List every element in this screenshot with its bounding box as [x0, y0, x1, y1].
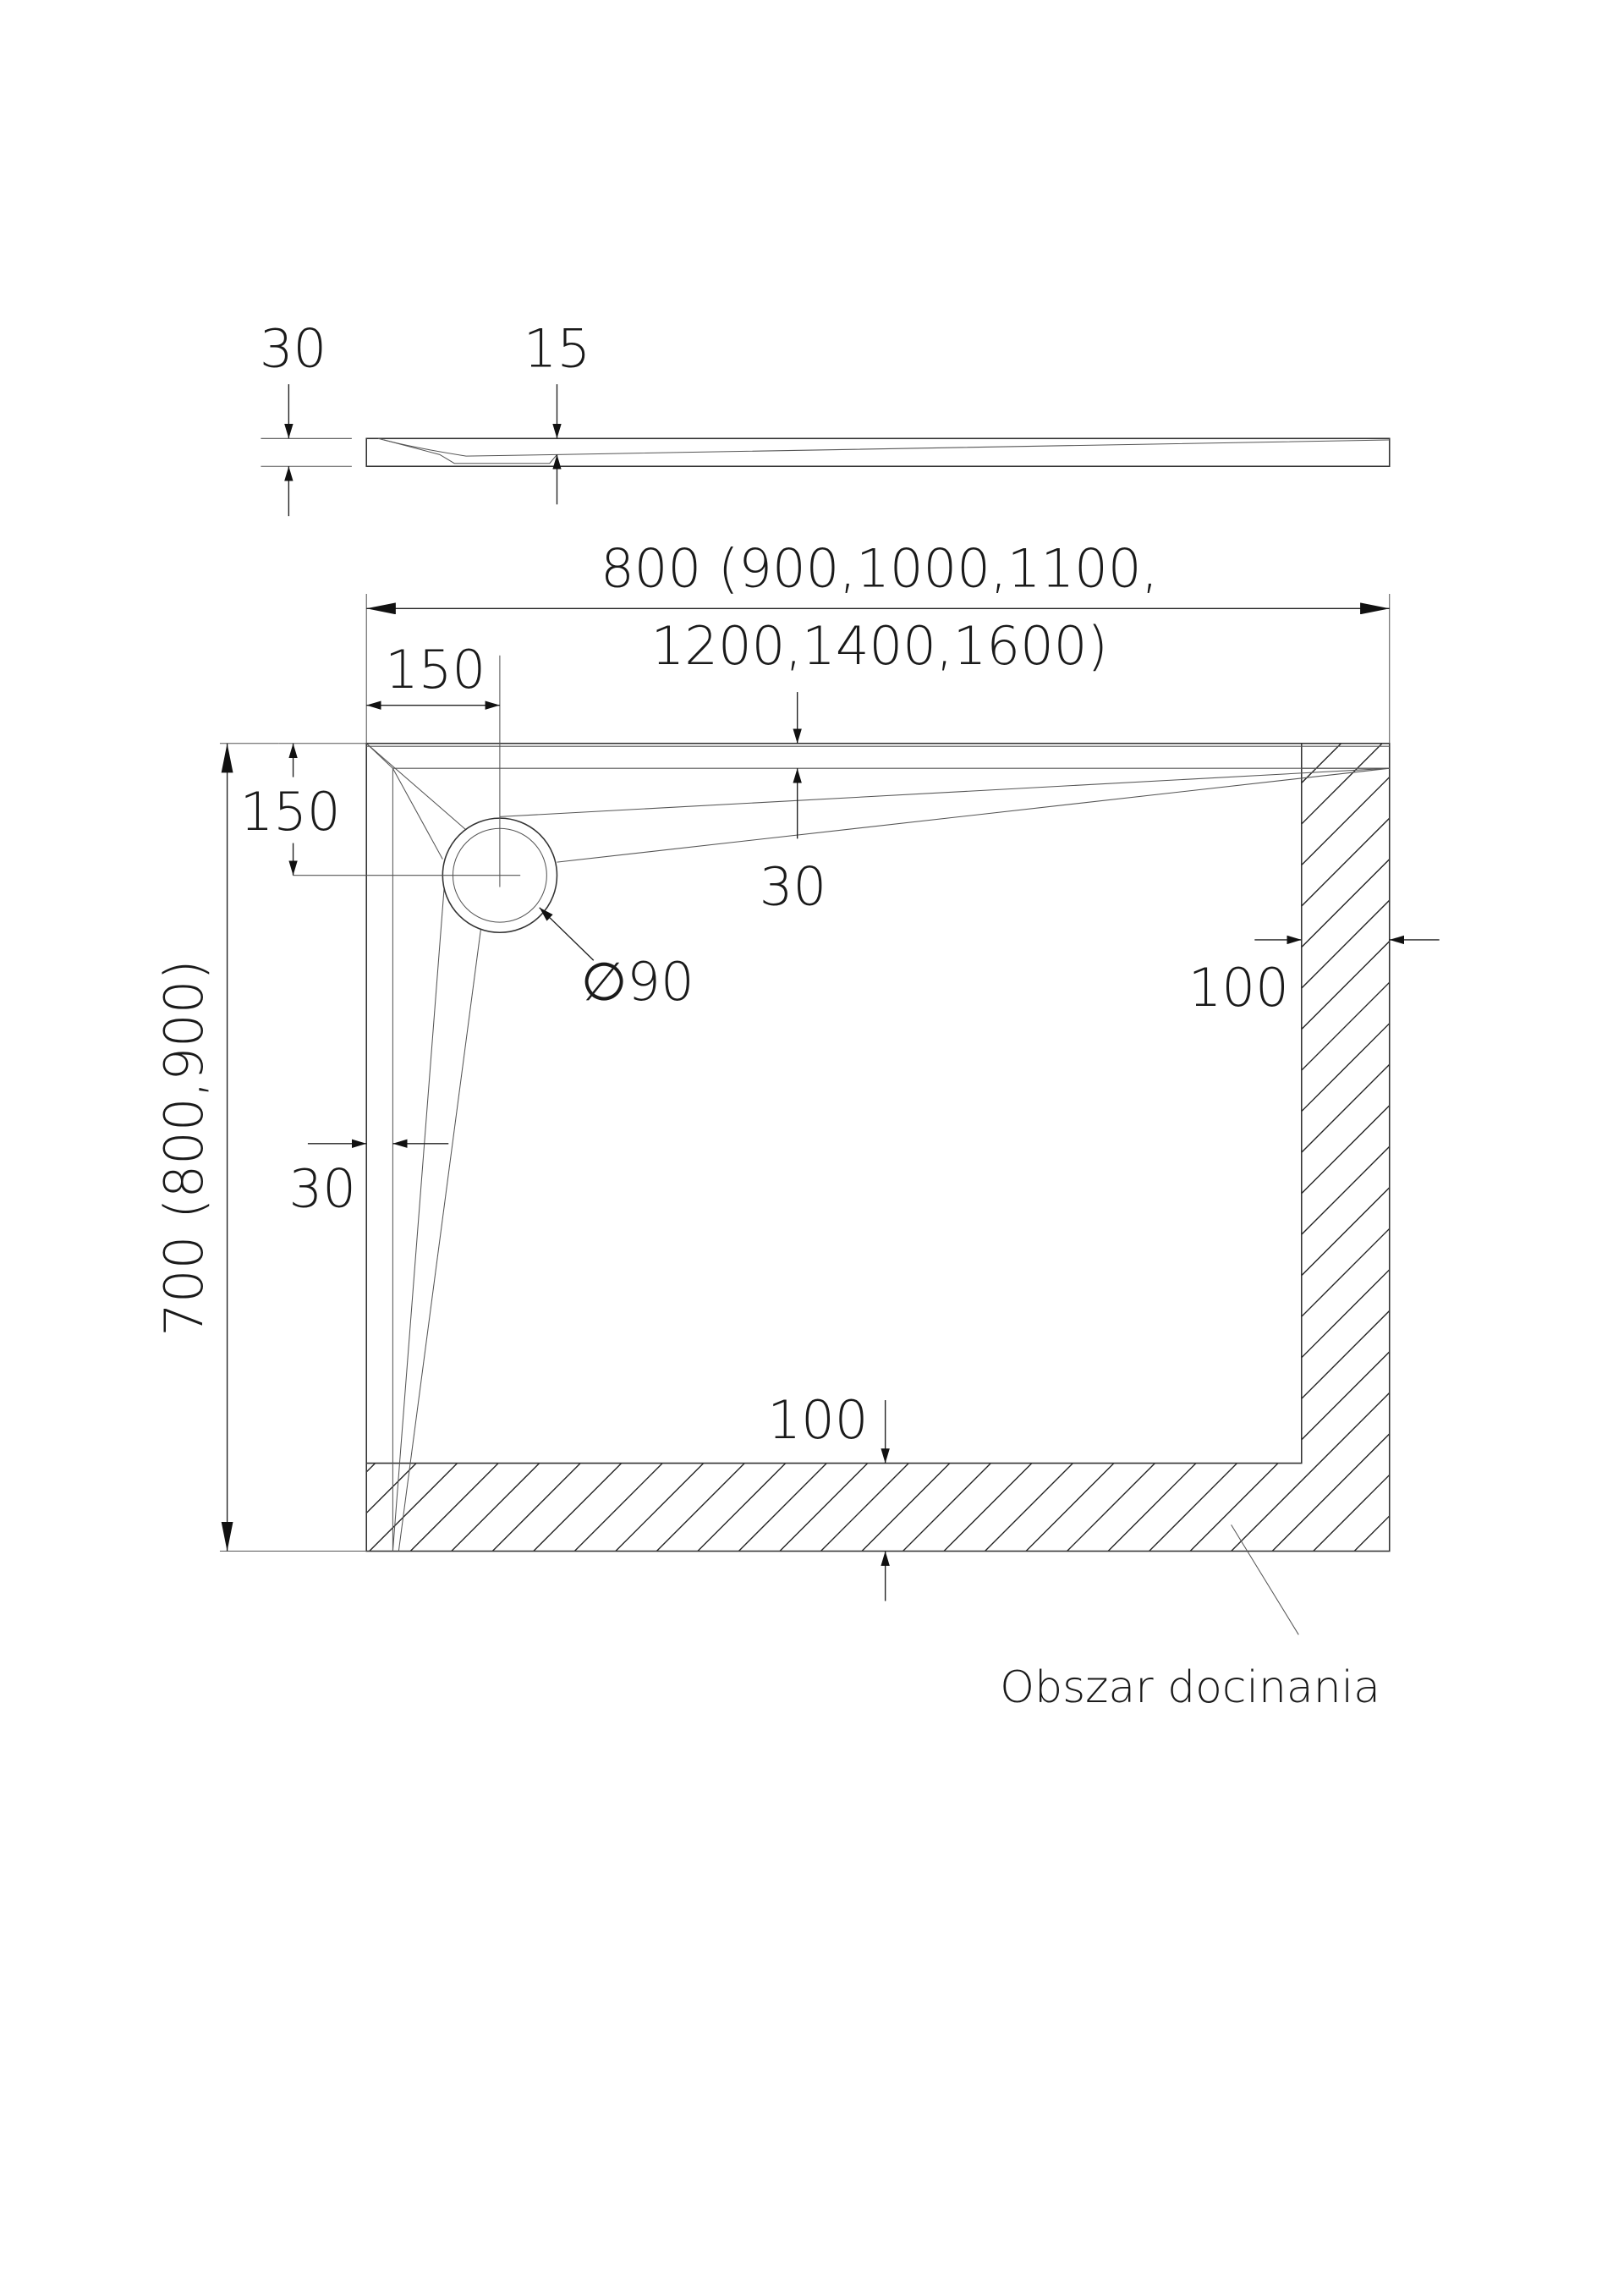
hatch-line — [1457, 733, 1624, 1613]
plan-view: 800 (900,1000,1100, 1200,1400,1600) 150 … — [153, 537, 1624, 1713]
hatch-line — [963, 743, 1390, 1552]
length-label: 700 (800,900) — [153, 959, 215, 1337]
profile-outline — [365, 437, 1391, 468]
hatch-line — [717, 743, 1390, 1552]
bottom-trim-label: 100 — [767, 1389, 868, 1451]
thickness-label: 30 — [260, 317, 326, 379]
width-label-line1: 800 (900,1000,1100, — [601, 537, 1158, 599]
hatch-line — [1045, 743, 1390, 1552]
slope-line — [499, 767, 1390, 817]
left-slope-label: 30 — [289, 1157, 356, 1219]
hatch-line — [1333, 743, 1390, 1552]
hatch-line — [1374, 743, 1390, 1552]
hatch-line — [366, 743, 449, 1552]
slope-lines — [365, 743, 1390, 1552]
hatch-line — [881, 743, 1390, 1552]
hatch-line — [759, 743, 1390, 1552]
top-slope-label: 30 — [760, 855, 826, 917]
hatch-line — [1539, 733, 1624, 1613]
hatch-line — [1127, 743, 1390, 1552]
tray-outline — [365, 742, 1391, 1552]
trim-area-leader — [1231, 1524, 1299, 1635]
hatch-line — [366, 743, 573, 1552]
hatch-line — [1210, 743, 1390, 1552]
slope-line — [392, 888, 445, 1552]
drain-diameter-label: ∅90 — [581, 951, 694, 1013]
hatch-line — [1087, 743, 1390, 1552]
hatch-line — [1169, 743, 1390, 1552]
hatch-line — [1498, 733, 1624, 1613]
hatch-line — [1416, 733, 1624, 1613]
hatch-line — [366, 743, 859, 1552]
slope-line — [392, 767, 443, 860]
width-label-line2: 1200,1400,1600) — [651, 615, 1108, 677]
drain-offset-x-label: 150 — [385, 639, 486, 700]
side-profile-view: 30 15 — [260, 317, 1391, 517]
hatch-line — [366, 743, 491, 1552]
hatch-line — [366, 743, 777, 1552]
hatch-line — [1251, 743, 1390, 1552]
hatch-line — [841, 743, 1390, 1552]
hatch-line — [366, 743, 531, 1552]
hatch-line — [366, 743, 819, 1552]
drain-diameter-leader — [539, 907, 595, 961]
hatch-line — [923, 743, 1390, 1552]
drain-depth-label: 15 — [524, 317, 590, 379]
slope-line — [398, 929, 481, 1552]
profile-slope — [377, 437, 1390, 457]
drain-offset-y-label: 150 — [240, 781, 341, 843]
hatch-line — [1005, 743, 1390, 1552]
hatch-line — [799, 743, 1390, 1552]
hatch-line — [366, 743, 737, 1552]
trim-area-label: Obszar docinania — [1000, 1662, 1380, 1713]
hatch-line — [1580, 733, 1624, 1613]
trim-area-outline — [366, 743, 1303, 1464]
slope-line — [557, 767, 1390, 863]
slope-line — [365, 743, 467, 831]
profile-drain-notch — [383, 439, 557, 464]
right-trim-label: 100 — [1188, 957, 1289, 1019]
